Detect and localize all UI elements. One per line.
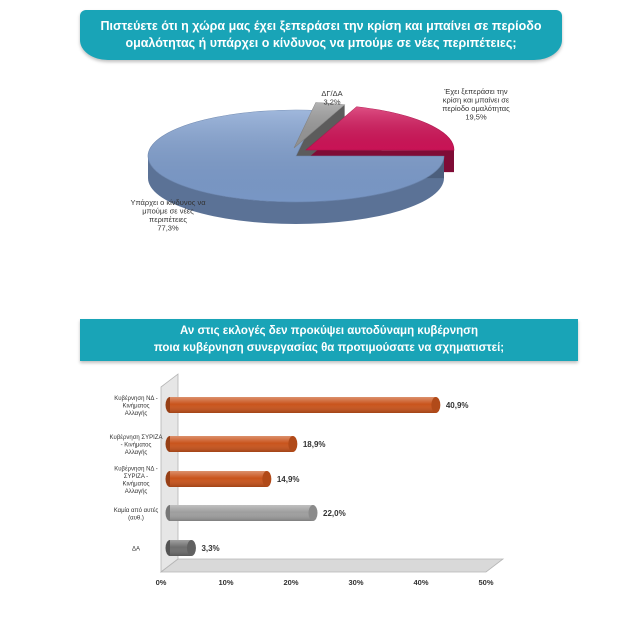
bar-value-label: 14,9% [277,475,300,484]
bar-chart-title-banner: Αν στις εκλογές δεν προκύψει αυτοδύναμη … [80,319,578,361]
category-label-line: Κινήματος [122,403,149,410]
pie-slice-highlight [306,106,454,151]
pie-chart: Έχει ξεπεράσει την κρίση και μπαίνει σε πε… [130,87,510,233]
category-label-line: ΣΥΡΙΖΑ - [124,474,148,480]
x-axis-tick-label: 0% [156,578,167,587]
category-label-line: Αλλαγής [125,449,148,456]
pie-slice-value: 77,3% [157,224,179,233]
pie-slice-value: 3,2% [323,98,340,107]
bar-value-label: 3,3% [201,544,219,553]
bar-gloss [170,436,293,452]
bar-value-label: 18,9% [303,440,326,449]
pie-chart-title-banner: Πιστεύετε ότι η χώρα μας έχει ξεπεράσει … [80,10,562,60]
bar-tip-cap [308,505,318,521]
pie-slice-label-line: ΔΓ/ΔΑ [321,89,342,98]
bar-tip-cap [288,436,298,452]
x-axis-tick-label: 50% [478,578,493,587]
bar-gloss [170,471,267,487]
category-label-line: Καμία από αυτές [114,507,159,514]
bar-title-line1: Αν στις εκλογές δεν προκύψει αυτοδύναμη … [179,325,479,337]
pie-slice-cut-wall [294,104,345,170]
category-label: Κυβέρνηση ΝΔ -Κινήματος Αλλαγής [114,395,158,417]
pie-slice-outer-wall [148,156,444,224]
pie-slice-label-line: Υπάρχει ο κίνδυνος να [130,198,206,207]
bar-tip-cap [186,540,196,556]
bar-title-line2: ποια κυβέρνηση συνεργασίας θα προτιμούσα… [153,342,505,354]
pie-title-line2: ομαλότητας ή υπάρχει ο κίνδυνος να μπούμ… [125,36,517,50]
pie-slice-highlight [148,110,444,202]
pie-slice-label-line: περιπέτειες [149,215,187,224]
pie-slice-highlight [294,102,345,148]
bar-gloss [170,505,313,521]
pie-slice-label: ΔΓ/ΔΑ 3,2% [321,89,342,107]
pie-slice-label-line: περίοδο ομαλότητας [442,104,510,113]
category-label: Καμία από αυτές (αυθ.) [114,507,159,522]
category-label-line: Κινήματος [122,480,149,487]
pie-slice-label: Έχει ξεπεράσει την κρίση και μπαίνει σε πε… [442,87,510,122]
category-label-line: ΔΑ [132,547,140,553]
x-axis-tick-label: 30% [348,578,363,587]
category-label-line: Αλλαγής [125,410,148,417]
x-axis-tick-label: 20% [283,578,298,587]
pie-slice-label-line: μπούμε σε νέες [142,207,194,216]
pie-slice-value: 19,5% [465,113,487,122]
category-label-line: - Κινήματος [121,442,152,449]
bar-gloss [170,540,192,556]
bar-value-label: 40,9% [446,401,469,410]
x-axis-tick-label: 10% [218,578,233,587]
bar-tip-cap [431,397,441,413]
bar-chart: 0% 10% 20% 30% 40% 50%40,9%Κυβέρνηση ΝΔ -Κινή… [110,373,505,587]
x-axis-tick-label: 40% [413,578,428,587]
category-label-line: Κυβέρνηση ΝΔ - [114,465,158,472]
pie-slice-label: Υπάρχει ο κίνδυνος να μπούμε σε νέες περιπ… [130,198,206,233]
bar-tip-cap [262,471,272,487]
bar-chart-floor [159,558,505,573]
category-label-line: (αυθ.) [128,515,144,521]
bar-value-label: 22,0% [323,509,346,518]
category-label: Κυβέρνηση ΝΔ - ΣΥΡΙΖΑ -Κινήματος Αλλαγής [114,465,158,495]
bar-gloss [170,397,436,413]
pie-title-line1: Πιστεύετε ότι η χώρα μας έχει ξεπεράσει … [100,19,542,33]
category-label: ΔΑ [132,547,140,553]
category-label-line: Αλλαγής [125,488,148,495]
category-label-line: Κυβέρνηση ΝΔ - [114,395,158,402]
pie-slice-label-line: Έχει ξεπεράσει την [443,87,508,96]
category-label-line: Κυβέρνηση ΣΥΡΙΖΑ [110,434,163,441]
category-label: Κυβέρνηση ΣΥΡΙΖΑ - Κινήματος Αλλαγής [110,434,163,456]
pie-slice-label-line: κρίση και μπαίνει σε [443,96,510,105]
